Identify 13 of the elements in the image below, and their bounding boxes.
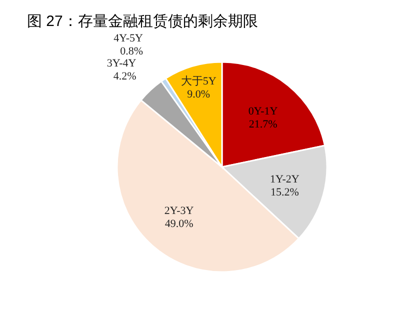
slice-label: 大于5Y: [180, 74, 216, 88]
slice-label: 3Y-4Y: [106, 58, 136, 70]
data-label: 0.8%: [120, 45, 143, 58]
slice-label: 4Y-5Y: [114, 32, 144, 44]
chart-title: 图 27：存量金融租赁债的剩余期限: [27, 13, 258, 30]
slice-label: 1Y-2Y: [270, 173, 300, 186]
data-label: 9.0%: [187, 88, 210, 100]
slice-label: 0Y-1Y: [248, 105, 278, 118]
slice-label: 2Y-3Y: [164, 204, 194, 217]
data-label: 21.7%: [248, 118, 278, 130]
data-label: 15.2%: [270, 186, 299, 198]
data-label: 49.0%: [164, 218, 194, 230]
data-label: 4.2%: [113, 70, 136, 83]
